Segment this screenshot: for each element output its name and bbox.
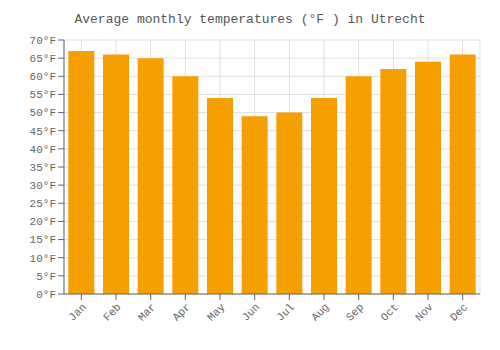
svg-text:May: May	[205, 301, 228, 324]
svg-text:0°F: 0°F	[36, 289, 56, 301]
svg-text:Dec: Dec	[448, 301, 470, 323]
svg-text:Oct: Oct	[378, 301, 400, 323]
svg-text:15°F: 15°F	[30, 234, 56, 246]
svg-text:Jun: Jun	[240, 301, 262, 323]
html-text:Average monthly temperatures (: Average monthly temperatures (°F ) in Ut…	[74, 12, 426, 27]
svg-text:Jan: Jan	[66, 301, 88, 323]
svg-text:Aug: Aug	[309, 301, 331, 323]
svg-text:Nov: Nov	[413, 301, 436, 324]
svg-text:55°F: 55°F	[30, 89, 56, 101]
svg-text:45°F: 45°F	[30, 126, 56, 138]
svg-text:Jul: Jul	[274, 301, 296, 323]
svg-text:20°F: 20°F	[30, 216, 56, 228]
svg-text:60°F: 60°F	[30, 71, 56, 83]
svg-text:65°F: 65°F	[30, 53, 56, 65]
svg-text:25°F: 25°F	[30, 198, 56, 210]
svg-text:50°F: 50°F	[30, 107, 56, 119]
svg-text:Apr: Apr	[170, 301, 192, 323]
svg-text:Feb: Feb	[101, 301, 123, 323]
svg-text:5°F: 5°F	[36, 271, 56, 283]
svg-text:30°F: 30°F	[30, 180, 56, 192]
svg-text:Sep: Sep	[344, 301, 366, 323]
svg-text:70°F: 70°F	[30, 35, 56, 47]
svg-text:Mar: Mar	[136, 301, 158, 323]
svg-text:35°F: 35°F	[30, 162, 56, 174]
svg-text:40°F: 40°F	[30, 144, 56, 156]
svg-text:10°F: 10°F	[30, 253, 56, 265]
